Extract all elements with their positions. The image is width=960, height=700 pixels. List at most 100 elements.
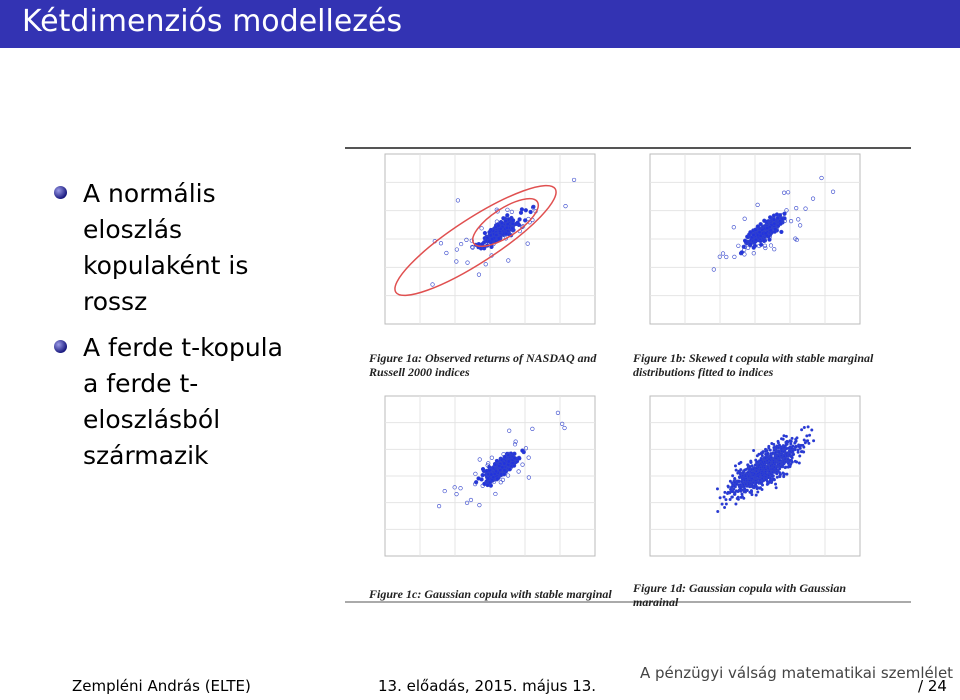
plot-point <box>796 217 801 222</box>
plot-point <box>742 478 746 482</box>
plot-point <box>797 461 801 465</box>
plot-point <box>523 446 529 451</box>
plot-point <box>808 433 812 437</box>
plot-point <box>788 453 792 457</box>
plot-point <box>798 223 803 228</box>
plot-point <box>742 244 747 249</box>
caption-text: Figure 1c: Gaussian copula with stable m… <box>368 587 612 601</box>
plot-point <box>774 212 780 217</box>
plot-point <box>505 222 510 227</box>
plot-point <box>755 454 759 458</box>
plot-point <box>724 498 728 502</box>
plot-point <box>763 466 767 470</box>
plot-point <box>806 425 810 429</box>
plot-point <box>812 439 816 443</box>
plot-point <box>777 446 781 450</box>
plot-point <box>464 500 470 505</box>
plot-point <box>782 445 786 449</box>
plot-point <box>782 190 787 195</box>
plot-point <box>749 461 753 465</box>
plot-point <box>728 479 732 483</box>
plot-point <box>763 231 768 236</box>
plot-point <box>517 456 522 461</box>
plot-point <box>737 479 741 483</box>
plot-point <box>802 425 806 429</box>
caption-text: Figure 1a: Observed returns of NASDAQ an… <box>368 351 597 365</box>
plot-point <box>774 467 778 471</box>
plot-point <box>571 177 577 183</box>
plot-point <box>509 209 514 215</box>
plot-point <box>752 484 756 488</box>
plot-point <box>778 462 782 466</box>
caption: Figure 1d: Gaussian copula with Gaussian… <box>632 581 846 606</box>
plot-point <box>723 505 727 509</box>
plot-point <box>515 220 520 225</box>
plot-point <box>759 468 763 472</box>
plot-point <box>794 439 798 443</box>
plot-point <box>507 467 512 472</box>
plot-point <box>465 260 470 265</box>
plot-point <box>800 428 804 432</box>
plot-point <box>760 460 764 464</box>
plot-point <box>767 457 771 461</box>
plot-point <box>782 434 786 438</box>
plot-point <box>792 452 796 456</box>
plot-point <box>764 452 768 456</box>
plot-point <box>473 481 478 487</box>
plot-point <box>763 456 767 460</box>
plot-point <box>473 471 478 476</box>
plot-point <box>760 477 764 481</box>
plot-point <box>803 441 807 445</box>
plot-point <box>489 472 494 477</box>
plot-point <box>526 475 531 480</box>
plot-point <box>770 474 774 478</box>
plot-point <box>763 460 767 464</box>
plot-point <box>717 254 722 259</box>
plot-point <box>768 480 772 484</box>
plot-point <box>517 217 522 222</box>
plot-point <box>802 445 806 449</box>
plot-point <box>470 245 475 250</box>
plot-point <box>779 465 783 469</box>
plot-point <box>512 442 518 447</box>
plot-point <box>733 464 737 468</box>
plot-point <box>755 460 759 464</box>
plot-point <box>775 475 779 479</box>
plot-point <box>505 213 510 218</box>
plot-point <box>768 243 774 248</box>
plot-point <box>560 421 565 426</box>
plot-point <box>740 492 744 496</box>
plot-point <box>759 471 763 475</box>
plot-point <box>755 202 760 207</box>
caption: Figure 1a: Observed returns of NASDAQ an… <box>368 351 597 379</box>
plot-point <box>752 449 756 453</box>
plot-point <box>776 454 780 458</box>
plot-point <box>764 470 768 474</box>
plot-point <box>782 462 786 466</box>
plot-point <box>783 457 787 461</box>
plot-point <box>519 207 525 212</box>
plot-point <box>505 207 510 212</box>
plot-point <box>799 450 803 454</box>
caption-text: Figure 1b: Skewed t copula with stable m… <box>632 351 874 365</box>
plot-point <box>718 496 722 500</box>
plot-point <box>775 472 779 476</box>
plot-point <box>767 470 771 474</box>
plot-point <box>795 436 799 440</box>
plot-point <box>760 487 764 491</box>
plot-point <box>778 473 782 477</box>
bullet-text: A normális eloszlás kopulaként is rossz <box>83 179 249 316</box>
plot-point <box>479 226 484 231</box>
plot-point <box>742 252 747 257</box>
plot-point <box>784 434 788 438</box>
plot-point <box>736 243 741 248</box>
plot-point <box>528 209 533 215</box>
plot-point <box>730 489 734 493</box>
plot-point <box>767 446 771 450</box>
plot-point <box>733 476 737 480</box>
plot-point <box>480 242 485 247</box>
plot-point <box>769 452 773 456</box>
plot-point <box>498 480 503 485</box>
plot-point <box>765 226 770 231</box>
plot-point <box>489 455 494 460</box>
